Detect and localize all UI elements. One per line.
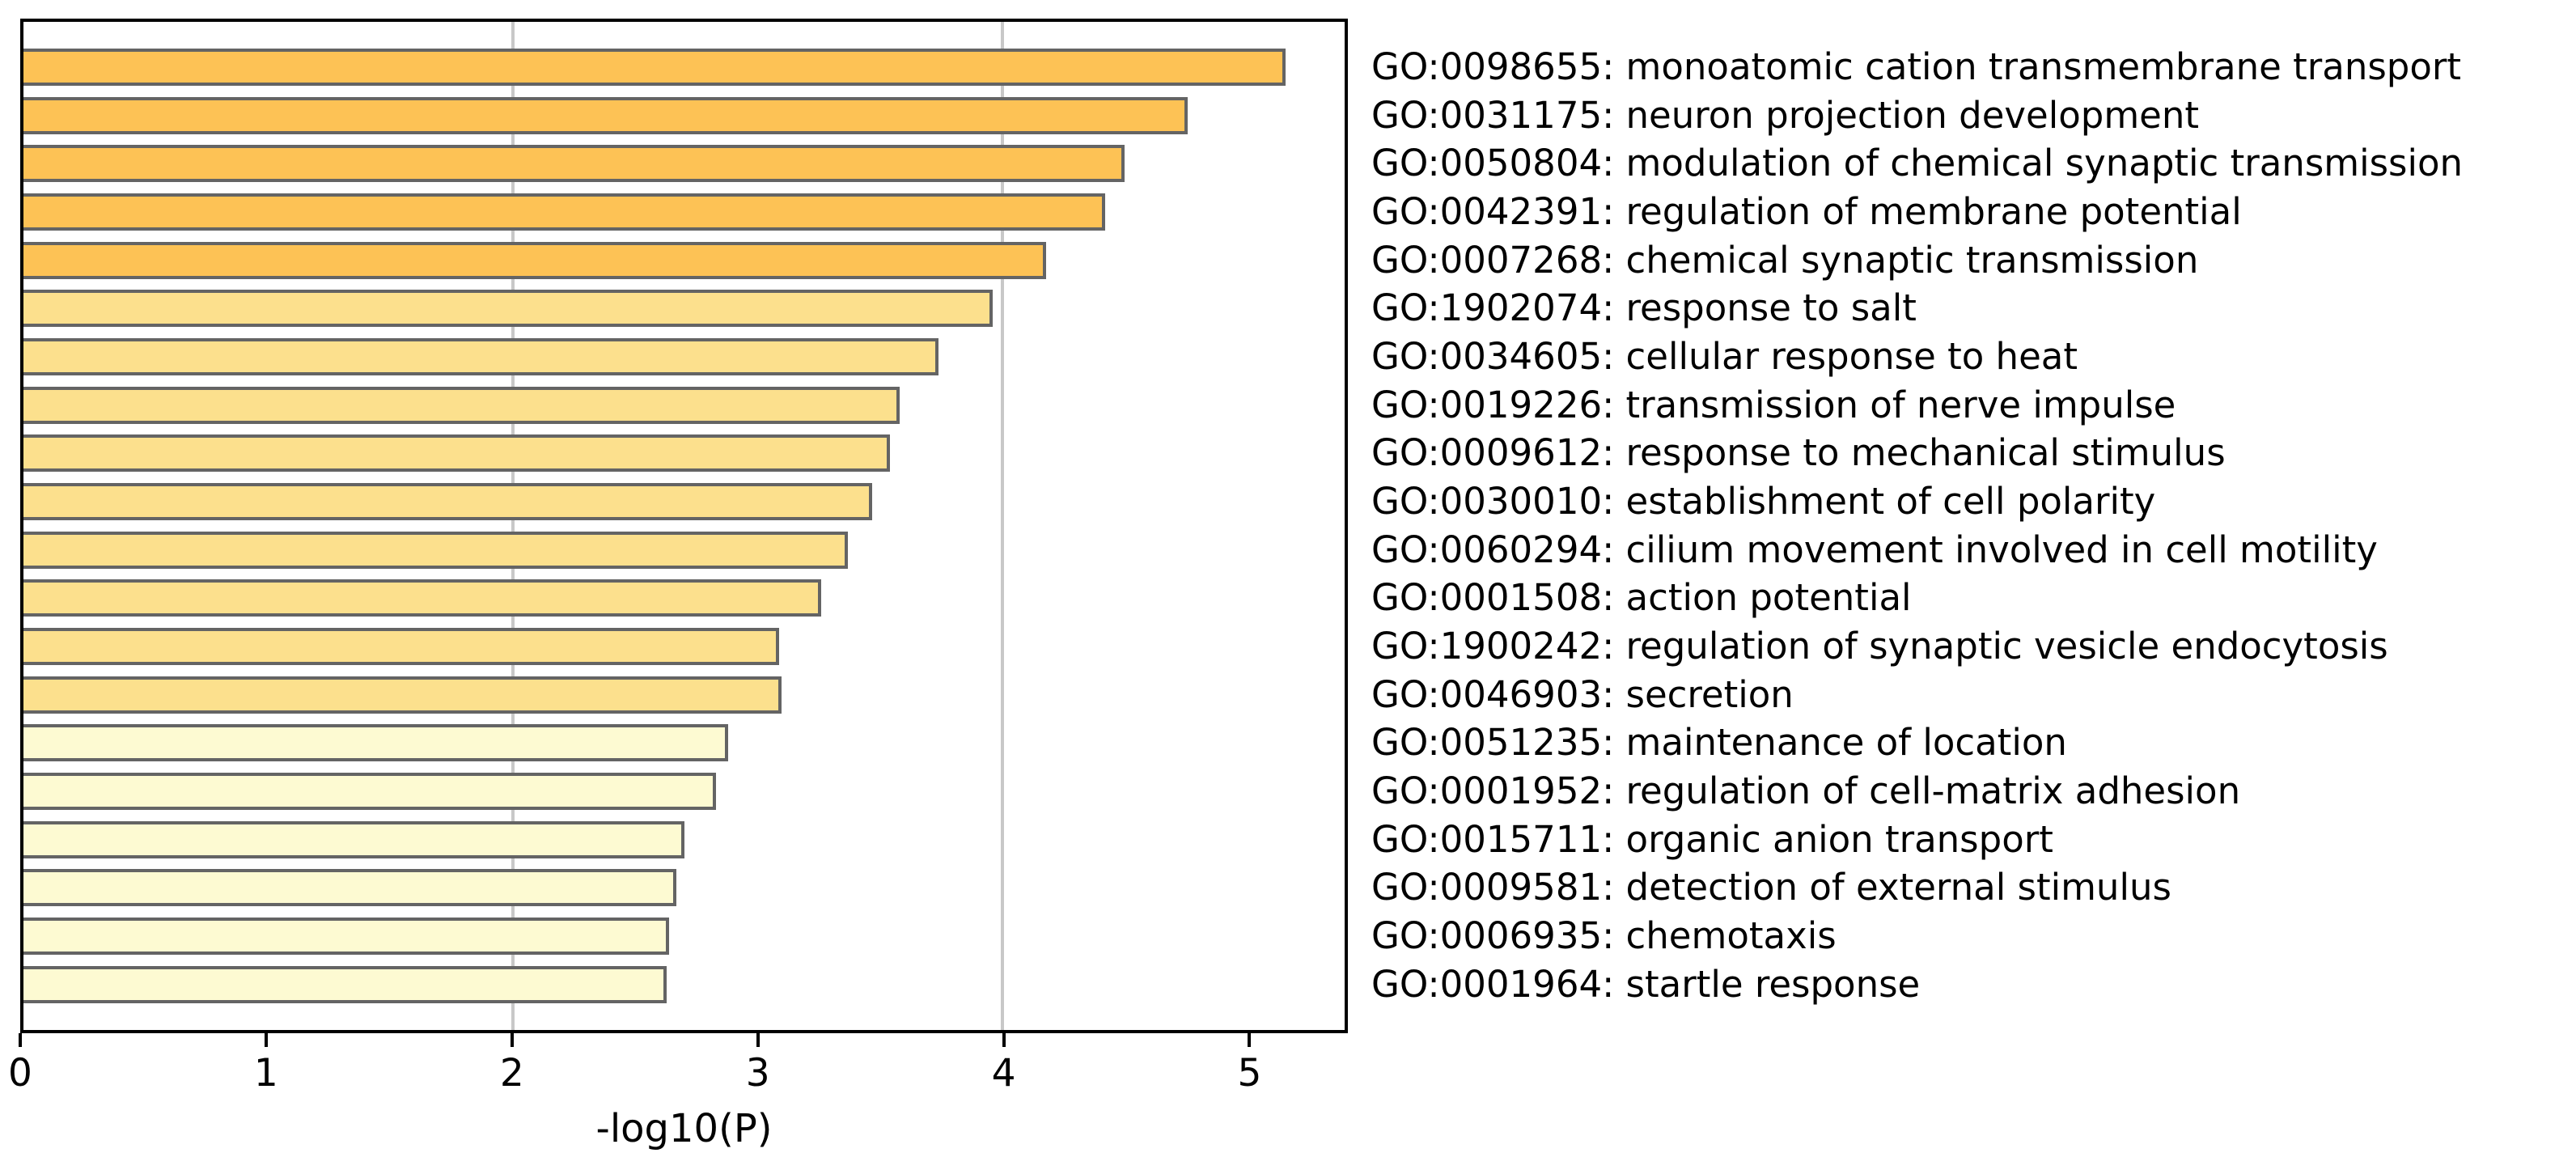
gridline-x-2	[511, 22, 515, 1030]
x-tick-mark	[1002, 1033, 1006, 1047]
x-tick-label: 0	[8, 1051, 32, 1096]
go-term-label: GO:0051235: maintenance of location	[1371, 721, 2067, 765]
x-tick-mark	[19, 1033, 22, 1047]
bar	[23, 820, 684, 858]
go-term-label: GO:0050804: modulation of chemical synap…	[1371, 142, 2464, 185]
bar	[23, 483, 873, 521]
go-term-labels: GO:0098655: monoatomic cation transmembr…	[1371, 19, 2463, 1033]
go-term-label: GO:0009612: response to mechanical stimu…	[1371, 431, 2226, 475]
gridline-x-4	[1000, 22, 1004, 1030]
x-tick-label: 3	[745, 1051, 770, 1096]
bar	[23, 869, 677, 907]
bar	[23, 49, 1286, 86]
bar	[23, 676, 782, 714]
go-term-label: GO:0015711: organic anion transport	[1371, 817, 2053, 861]
go-term-label: GO:0001952: regulation of cell-matrix ad…	[1371, 769, 2241, 813]
go-term-label: GO:0007268: chemical synaptic transmissi…	[1371, 238, 2199, 282]
go-term-label: GO:0034605: cellular response to heat	[1371, 335, 2078, 379]
go-term-label: GO:0001508: action potential	[1371, 576, 1912, 620]
x-tick-label: 1	[253, 1051, 278, 1096]
go-term-label: GO:0009581: detection of external stimul…	[1371, 866, 2171, 909]
go-term-label: GO:0006935: chemotaxis	[1371, 914, 1837, 958]
go-term-label: GO:1900242: regulation of synaptic vesic…	[1371, 625, 2388, 668]
bar	[23, 579, 821, 617]
go-term-label: GO:1902074: response to salt	[1371, 286, 1917, 330]
x-tick-mark	[756, 1033, 760, 1047]
x-tick-label: 2	[499, 1051, 524, 1096]
x-tick-label: 5	[1237, 1051, 1262, 1096]
x-axis-title: -log10(P)	[595, 1106, 773, 1151]
bar	[23, 531, 849, 569]
bar	[23, 193, 1105, 231]
go-term-label: GO:0031175: neuron projection developmen…	[1371, 93, 2200, 137]
go-term-label: GO:0001964: startle response	[1371, 962, 1921, 1006]
go-term-label: GO:0098655: monoatomic cation transmembr…	[1371, 45, 2462, 88]
x-tick-mark	[510, 1033, 514, 1047]
bars-container	[23, 22, 1345, 1030]
plot-area	[20, 19, 1348, 1033]
bar	[23, 241, 1047, 279]
bar	[23, 628, 780, 666]
bar	[23, 918, 670, 956]
bar	[23, 434, 890, 473]
x-tick-mark	[1248, 1033, 1252, 1047]
go-term-label: GO:0030010: establishment of cell polari…	[1371, 480, 2156, 523]
bar	[23, 290, 993, 328]
x-tick-label: 4	[991, 1051, 1016, 1096]
bar	[23, 96, 1188, 134]
bar	[23, 145, 1125, 183]
bar	[23, 724, 728, 762]
go-term-label: GO:0042391: regulation of membrane poten…	[1371, 190, 2242, 234]
bar	[23, 965, 667, 1003]
bar	[23, 338, 938, 376]
x-tick-mark	[264, 1033, 268, 1047]
bar	[23, 386, 900, 424]
go-term-label: GO:0019226: transmission of nerve impuls…	[1371, 383, 2176, 426]
go-term-label: GO:0060294: cilium movement involved in …	[1371, 528, 2378, 571]
go-term-label: GO:0046903: secretion	[1371, 672, 1794, 716]
bar	[23, 773, 716, 811]
